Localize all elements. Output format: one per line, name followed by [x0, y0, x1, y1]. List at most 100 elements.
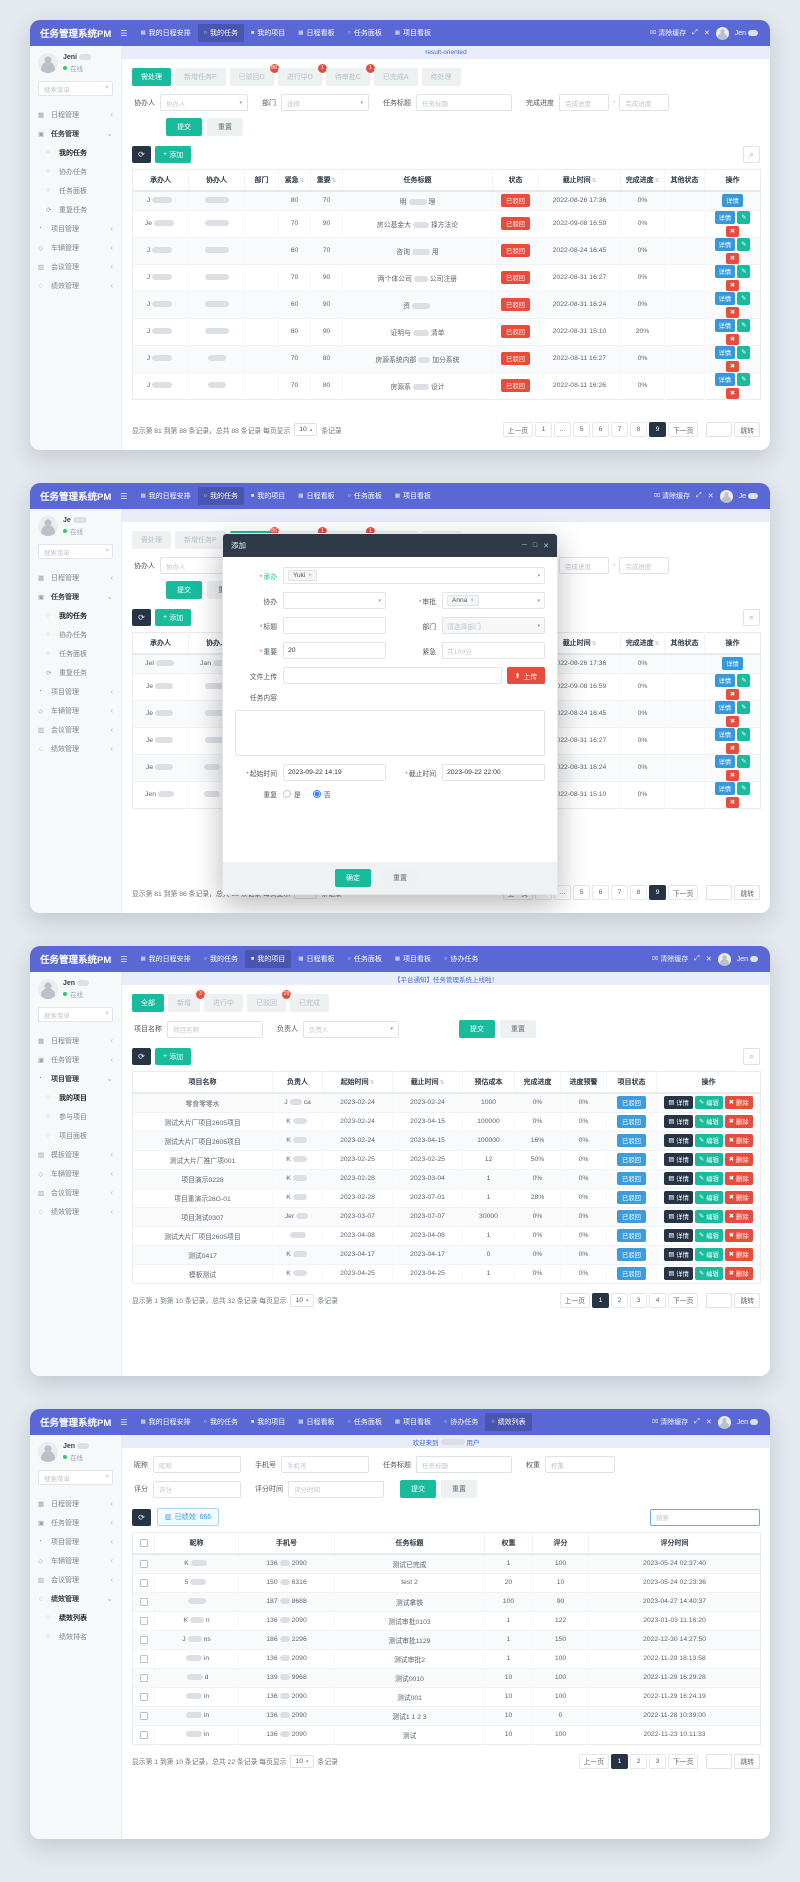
sidebar-item-任务管理[interactable]: ▣ 任务管理 ‹ — [30, 1513, 121, 1532]
detail-button[interactable]: ▤ 详情 — [664, 1248, 693, 1261]
page-button-5[interactable]: 5 — [573, 422, 591, 437]
sidebar-item-会议管理[interactable]: ▥ 会议管理 ‹ — [30, 257, 121, 276]
edit-button[interactable]: ✎ 编辑 — [694, 1153, 723, 1166]
sidebar-item-日程管理[interactable]: ▦ 日程管理 ‹ — [30, 1494, 121, 1513]
del-button[interactable]: ✖ — [725, 306, 740, 318]
detail-button[interactable]: ▤ 详情 — [664, 1210, 693, 1223]
page-jump-button[interactable]: 跳转 — [734, 885, 760, 900]
page-button-1[interactable]: 1 — [611, 1753, 629, 1769]
refresh-button[interactable]: ⟳ — [132, 1048, 151, 1065]
page-button-1[interactable]: 1 — [592, 1292, 610, 1308]
nav-item-我的任务[interactable]: ○ 我的任务 — [198, 1413, 244, 1431]
menu-search-input[interactable]: 搜索菜单 — [38, 81, 113, 96]
sidebar-subitem-重复任务[interactable]: ⟳ 重复任务 — [30, 663, 121, 682]
per-page-select[interactable]: 10▴ — [290, 1293, 314, 1307]
user-avatar[interactable] — [719, 489, 733, 503]
sidebar-item-任务管理[interactable]: ▣ 任务管理 ‹ — [30, 1050, 121, 1069]
column-header-完成进度[interactable]: 完成进度⇅ — [620, 169, 665, 192]
page-button-9[interactable]: 9 — [649, 885, 667, 900]
page-button-9[interactable]: 9 — [649, 422, 667, 437]
sidebar-subitem-我的任务[interactable]: ○ 我的任务 — [30, 143, 121, 162]
detail-button[interactable]: 详情 — [714, 373, 736, 386]
detail-button[interactable]: 详情 — [722, 657, 743, 671]
user-avatar[interactable] — [715, 26, 729, 40]
sidebar-subitem-参与项目[interactable]: ○ 参与项目 — [30, 1107, 121, 1126]
tab-全部[interactable]: 全部 — [132, 994, 164, 1012]
refresh-button[interactable]: ⟳ — [132, 609, 151, 626]
del-button[interactable]: ✖ — [725, 742, 740, 754]
tab-已完成[interactable]: 已完成 — [290, 994, 329, 1012]
重要-field[interactable]: 20 — [283, 642, 386, 659]
tab-需处理[interactable]: 需处理 — [132, 68, 171, 86]
sidebar-item-项目管理[interactable]: ◔ 项目管理 ‹ — [30, 219, 121, 238]
table-search-input[interactable]: 搜索 — [650, 1508, 760, 1526]
filter-input-手机号[interactable]: 手机号 — [281, 1456, 369, 1473]
row-checkbox[interactable] — [139, 1692, 148, 1701]
filter-input-min-完成进度[interactable]: 完成进度 — [559, 94, 609, 111]
edit-button[interactable]: ✎ — [737, 319, 751, 332]
filter-input-权重[interactable]: 权重 — [545, 1456, 615, 1473]
close-icon[interactable]: ✕ — [705, 1419, 712, 1426]
reset-button[interactable]: 重置 — [500, 1020, 536, 1038]
row-checkbox[interactable] — [139, 1597, 148, 1606]
detail-button[interactable]: ▤ 详情 — [664, 1153, 693, 1166]
sidebar-toggle-icon[interactable]: ☰ — [120, 1417, 128, 1427]
承办-field[interactable]: Yuki × ▾ — [283, 567, 545, 584]
起始时间-field[interactable]: 2023-09-22 14:19 — [283, 764, 386, 781]
column-header-完成进度[interactable]: 完成进度⇅ — [620, 632, 665, 655]
del-button[interactable]: ✖ — [725, 225, 740, 237]
detail-button[interactable]: 详情 — [714, 265, 736, 278]
del-button[interactable]: ✖ — [725, 715, 740, 727]
detail-button[interactable]: 详情 — [714, 782, 736, 795]
del-button[interactable]: ✖ 删除 — [724, 1096, 753, 1110]
nav-item-我的项目[interactable]: ■ 我的项目 — [245, 1413, 291, 1431]
clear-cache-button[interactable]: ⌧ 清除缓存 — [652, 1417, 688, 1427]
edit-button[interactable]: ✎ — [737, 728, 751, 741]
del-button[interactable]: ✖ 删除 — [724, 1210, 753, 1223]
sidebar-subitem-绩效列表[interactable]: ○ 绩效列表 — [30, 1608, 121, 1627]
sidebar-subitem-协办任务[interactable]: ○ 协办任务 — [30, 625, 121, 644]
tab-需处理[interactable]: 需处理 — [132, 531, 171, 549]
table-search-button[interactable]: ⌕ — [743, 609, 760, 626]
tab-已完成A[interactable]: 已完成A — [373, 68, 418, 86]
close-icon[interactable]: ✕ — [705, 956, 712, 963]
dialog-titlebar[interactable]: 添加 ─ □ ✕ — [223, 534, 557, 557]
sidebar-subitem-项目面板[interactable]: ○ 项目面板 — [30, 1126, 121, 1145]
reset-button[interactable]: 重置 — [207, 118, 243, 136]
sidebar-toggle-icon[interactable]: ☰ — [120, 491, 128, 501]
column-header-重要[interactable]: 重要⇅ — [310, 169, 343, 192]
nav-item-项目看板[interactable]: ▦ 项目看板 — [389, 24, 437, 42]
del-button[interactable]: ✖ 删除 — [724, 1172, 753, 1185]
detail-button[interactable]: ▤ 详情 — [664, 1115, 693, 1128]
nav-item-任务面板[interactable]: ○ 任务面板 — [342, 487, 388, 505]
close-icon[interactable]: ✕ — [703, 30, 710, 37]
sidebar-subitem-任务面板[interactable]: ○ 任务面板 — [30, 181, 121, 200]
fullscreen-icon[interactable]: ⤢ — [694, 1418, 700, 1425]
nav-item-协办任务[interactable]: ○ 协办任务 — [438, 950, 484, 968]
edit-button[interactable]: ✎ 编辑 — [694, 1267, 723, 1280]
del-button[interactable]: ✖ — [725, 387, 740, 399]
filter-input-项目名称[interactable]: 项目名称 — [167, 1020, 263, 1038]
sidebar-toggle-icon[interactable]: ☰ — [120, 28, 128, 38]
nav-item-任务面板[interactable]: ○ 任务面板 — [342, 24, 388, 42]
edit-button[interactable]: ✎ — [737, 674, 751, 687]
sidebar-subitem-绩效排名[interactable]: ○ 绩效排名 — [30, 1627, 121, 1646]
nav-item-项目看板[interactable]: ▦ 项目看板 — [389, 950, 437, 968]
edit-button[interactable]: ✎ 编辑 — [694, 1096, 723, 1110]
column-header-截止时间[interactable]: 截止时间⇅ — [392, 1071, 463, 1094]
edit-button[interactable]: ✎ — [737, 782, 751, 795]
edit-button[interactable]: ✎ — [737, 755, 751, 768]
edit-button[interactable]: ✎ — [737, 701, 751, 714]
nav-item-日程看板[interactable]: ▦ 日程看板 — [292, 950, 340, 968]
select-all-checkbox[interactable] — [139, 1539, 148, 1547]
fullscreen-icon[interactable]: ⤢ — [694, 955, 700, 962]
nav-item-日程看板[interactable]: ▦ 日程看板 — [292, 487, 340, 505]
del-button[interactable]: ✖ — [725, 769, 740, 781]
page-button-2[interactable]: 2 — [630, 1753, 648, 1769]
sidebar-item-车辆管理[interactable]: ◇ 车辆管理 ‹ — [30, 701, 121, 720]
menu-search-input[interactable]: 搜索菜单 — [38, 1470, 113, 1485]
add-button[interactable]: + 添加 — [155, 1048, 192, 1065]
fullscreen-icon[interactable]: ⤢ — [696, 492, 702, 499]
column-header-紧急[interactable]: 紧急⇅ — [278, 169, 311, 192]
filter-input-昵称[interactable]: 昵称 — [153, 1456, 241, 1473]
